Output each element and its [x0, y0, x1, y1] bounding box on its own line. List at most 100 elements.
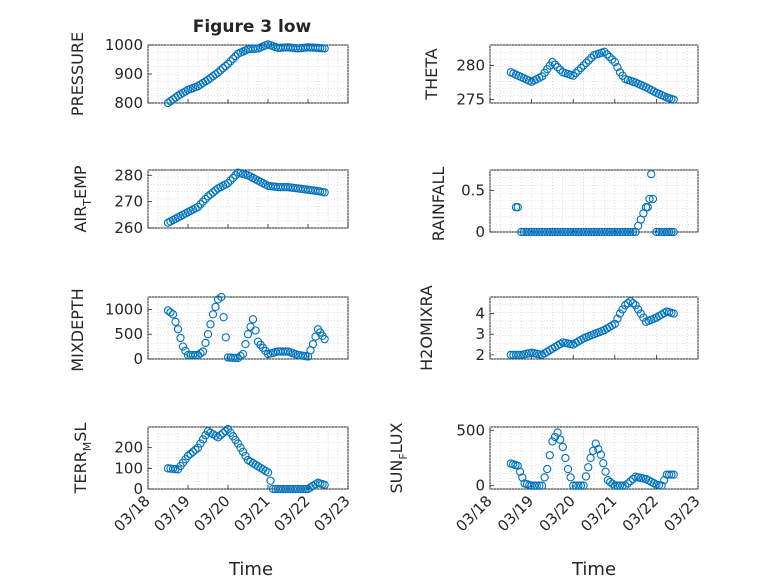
data-point	[563, 464, 573, 474]
data-point	[537, 227, 547, 237]
data-point	[571, 227, 580, 237]
xticks-air-temp	[147, 224, 349, 228]
data-point	[647, 169, 656, 179]
data-point	[196, 200, 205, 209]
data-point	[548, 227, 557, 237]
data-point	[198, 435, 208, 444]
points-rainfall	[511, 169, 678, 237]
ylabel-terr-main: TERR	[71, 451, 90, 494]
points-sun-flux	[506, 428, 678, 490]
data-point	[223, 59, 233, 68]
data-point	[595, 227, 604, 237]
data-point	[615, 309, 625, 318]
data-point	[532, 481, 541, 490]
points-theta	[506, 47, 678, 104]
data-point	[613, 481, 622, 490]
data-point	[320, 480, 329, 490]
points-mixdepth	[163, 292, 329, 363]
data-point	[183, 451, 193, 461]
data-point	[667, 227, 676, 237]
ytick-label: 2	[475, 346, 485, 364]
data-point	[251, 326, 260, 335]
data-point	[228, 173, 238, 183]
data-point	[236, 351, 245, 361]
grid-theta	[489, 44, 699, 104]
data-point	[664, 470, 674, 479]
data-point	[615, 481, 625, 490]
ytick-label: 0	[475, 223, 485, 241]
data-point	[636, 309, 645, 318]
data-point	[171, 317, 180, 326]
ytick-label: 270	[114, 193, 143, 211]
data-point	[532, 227, 541, 237]
data-point	[519, 227, 528, 237]
data-point	[188, 350, 198, 360]
data-point	[320, 335, 329, 344]
data-point	[623, 479, 632, 488]
data-point	[600, 47, 609, 56]
data-point	[600, 227, 609, 237]
points-air-temp	[163, 168, 329, 227]
ylabel-sun-sub: F	[397, 453, 410, 459]
data-point	[643, 203, 652, 212]
data-point	[550, 227, 560, 237]
data-point	[669, 470, 678, 479]
data-point	[308, 339, 318, 349]
data-point	[228, 54, 238, 63]
data-point	[569, 481, 578, 490]
data-point	[163, 306, 173, 315]
data-point	[571, 68, 580, 78]
points-h2omixra	[506, 296, 678, 360]
xlabel-right: Time	[571, 559, 616, 580]
yticks-pressure: 800 900 1000	[105, 36, 152, 112]
ytick-label: 260	[114, 219, 143, 237]
data-point	[586, 453, 595, 463]
data-point	[613, 227, 622, 237]
data-point	[535, 227, 544, 237]
data-point	[206, 190, 215, 199]
data-point	[181, 346, 190, 355]
data-point	[238, 349, 248, 359]
data-point	[628, 299, 638, 308]
data-point	[623, 227, 632, 237]
data-point	[218, 64, 228, 73]
data-point	[561, 453, 570, 463]
data-point	[574, 66, 583, 75]
ylabel-rainfall: RAINFALL	[429, 167, 448, 242]
xticks-mixdepth	[147, 355, 349, 359]
ytick-label: 280	[456, 56, 485, 74]
data-point	[248, 44, 258, 54]
data-point	[186, 449, 195, 459]
data-point	[628, 227, 638, 237]
data-point	[191, 445, 200, 454]
ylabel-terr-sub: M	[81, 442, 94, 452]
data-point	[266, 476, 275, 485]
data-point	[173, 325, 183, 334]
data-point	[208, 188, 218, 197]
ylabel-air-sub: T	[81, 199, 94, 207]
data-point	[571, 481, 580, 490]
data-point	[196, 439, 205, 448]
data-point	[166, 308, 175, 317]
data-point	[553, 63, 562, 72]
ylabel-terr-rest: SL	[71, 423, 90, 442]
data-point	[615, 227, 625, 237]
data-point	[176, 333, 185, 343]
data-point	[223, 179, 233, 188]
data-point	[621, 227, 630, 237]
data-point	[576, 227, 586, 237]
data-point	[211, 302, 220, 312]
data-point	[584, 227, 593, 237]
yticks-theta: 275 280	[456, 56, 494, 109]
data-point	[556, 227, 565, 237]
data-point	[221, 426, 230, 436]
data-point	[228, 353, 238, 362]
data-point	[599, 459, 608, 468]
data-point	[645, 194, 654, 204]
ylabel-terr-msl: TERRMSL	[71, 423, 94, 495]
data-point	[211, 70, 220, 79]
data-point	[648, 194, 658, 204]
data-point	[597, 227, 606, 237]
data-point	[540, 227, 549, 237]
xticks-pressure	[147, 99, 349, 103]
